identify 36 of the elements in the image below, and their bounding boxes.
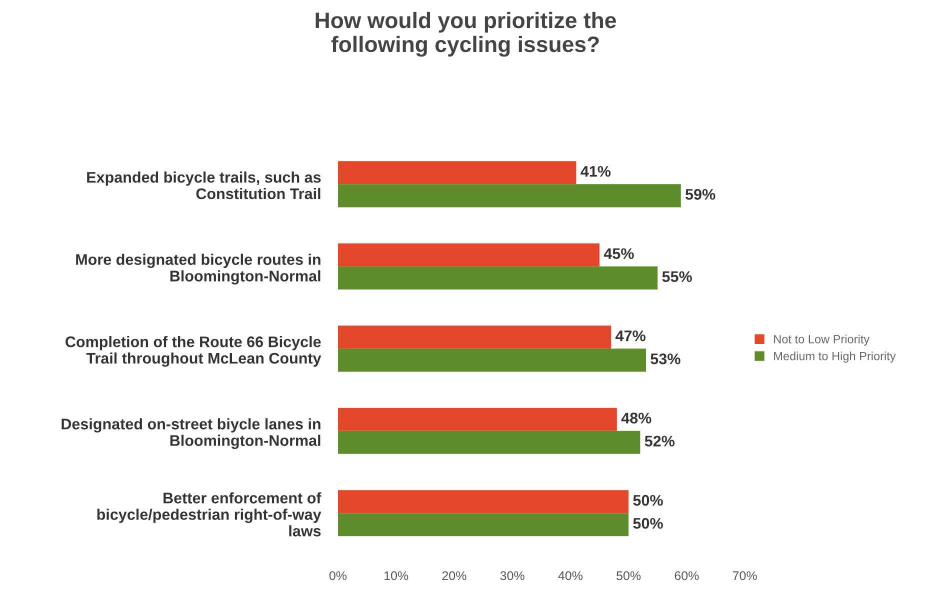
bar bbox=[338, 161, 576, 184]
data-label: 55% bbox=[662, 271, 692, 282]
x-tick-label: 20% bbox=[442, 571, 466, 580]
data-label: 48% bbox=[621, 412, 652, 424]
data-label: 59% bbox=[686, 188, 716, 200]
data-label: 45% bbox=[604, 248, 634, 259]
bar bbox=[338, 348, 646, 372]
bar bbox=[338, 326, 612, 349]
bar bbox=[338, 490, 629, 514]
x-tick-label: 0% bbox=[329, 571, 347, 580]
bar bbox=[338, 408, 617, 431]
x-tick-label: 50% bbox=[616, 571, 641, 580]
data-label: 50% bbox=[633, 518, 663, 529]
legend-label: Not to Low Priority bbox=[774, 334, 870, 346]
data-label: 50% bbox=[633, 494, 663, 506]
y-tick-label: Completion of the Route 66 Bicycle Trail throughout McLean County bbox=[66, 336, 322, 367]
legend-label: Medium to High Priority bbox=[774, 352, 896, 363]
x-tick-label: 60% bbox=[674, 571, 699, 580]
x-tick-label: 10% bbox=[384, 571, 408, 580]
data-label: 47% bbox=[616, 330, 646, 342]
bar bbox=[338, 513, 629, 536]
y-tick-label: Expanded bicycle trails, such as Constitution Trail bbox=[87, 172, 321, 200]
x-tick-label: 70% bbox=[732, 571, 757, 580]
bar bbox=[338, 266, 658, 290]
bar bbox=[338, 243, 600, 266]
y-tick-label: Designated on-street biycle lanes in Bloomington-Normal bbox=[62, 418, 320, 450]
chart-title: How would you prioritize the following cycling issues? bbox=[316, 12, 616, 57]
bar bbox=[338, 184, 681, 208]
x-tick-label: 40% bbox=[558, 571, 582, 580]
y-tick-label: More designated bicycle routes in Bloomington-Normal bbox=[76, 254, 320, 285]
data-label: 52% bbox=[644, 436, 675, 447]
data-label: 41% bbox=[580, 166, 611, 177]
y-tick-label: Better enforcement of bicycle/pedestrian right-of-way laws bbox=[97, 492, 322, 536]
data-label: 53% bbox=[650, 353, 680, 364]
bar bbox=[338, 430, 640, 454]
x-tick-label: 30% bbox=[500, 571, 524, 580]
